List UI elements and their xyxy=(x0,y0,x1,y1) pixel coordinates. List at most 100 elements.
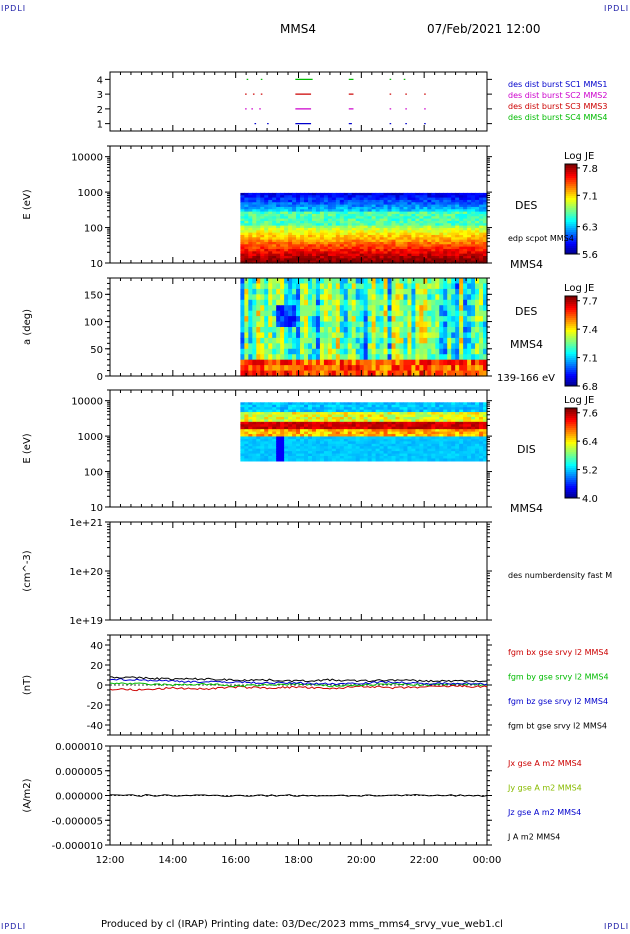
spectrogram-cell xyxy=(387,299,393,306)
spectrogram-cell xyxy=(367,451,373,455)
spectrogram-cell xyxy=(292,195,297,199)
spectrogram-cell xyxy=(252,225,257,229)
spectrogram-cell xyxy=(415,310,420,317)
spectrogram-cell xyxy=(256,246,261,250)
colorbar-cell xyxy=(565,326,577,329)
spectrogram-cell xyxy=(447,213,452,217)
spectrogram-cell xyxy=(419,321,424,328)
spectrogram-cell xyxy=(415,195,420,199)
spectrogram-cell xyxy=(479,365,484,372)
spectrogram-cell xyxy=(359,199,365,203)
spectrogram-cell xyxy=(387,227,393,231)
colorbar-cell xyxy=(565,356,577,359)
spectrogram-cell xyxy=(240,458,245,462)
spectrogram-cell xyxy=(248,227,253,231)
spectrogram-cell xyxy=(335,412,341,416)
spectrogram-cell xyxy=(399,283,405,290)
spectrogram-cell xyxy=(288,283,293,290)
spectrogram-cell xyxy=(339,225,345,229)
spectrogram-cell xyxy=(264,402,269,406)
spectrogram-cell xyxy=(483,213,488,217)
spectrogram-cell xyxy=(443,234,448,238)
spectrogram-cell xyxy=(459,451,464,455)
spectrogram-cell xyxy=(395,456,401,460)
spectrogram-cell xyxy=(435,436,440,440)
spectrogram-cell xyxy=(367,412,373,416)
spectrogram-cell xyxy=(319,370,325,377)
spectrogram-cell xyxy=(383,451,389,455)
spectrogram-cell xyxy=(343,202,349,206)
spectrogram-cell xyxy=(387,216,393,220)
spectrogram-cell xyxy=(475,456,480,460)
spectrogram-cell xyxy=(288,199,293,203)
spectrogram-cell xyxy=(455,209,460,213)
spectrogram-cell xyxy=(268,453,273,457)
spectrogram-cell xyxy=(371,253,377,257)
spectrogram-cell xyxy=(268,255,273,259)
spectrogram-cell xyxy=(387,402,393,406)
spectrogram-cell xyxy=(483,359,488,366)
spectrogram-cell xyxy=(475,453,480,457)
spectrogram-cell xyxy=(431,443,436,447)
spectrogram-cell xyxy=(347,327,353,334)
spectrogram-cell xyxy=(359,438,365,442)
spectrogram-cell xyxy=(260,448,265,452)
spectrogram-cell xyxy=(268,370,273,377)
spectrogram-cell xyxy=(304,199,309,203)
spectrogram-cell xyxy=(260,227,265,231)
spectrogram-cell xyxy=(296,443,301,447)
spectrogram-cell xyxy=(379,429,385,433)
spectrogram-cell xyxy=(252,230,257,234)
spectrogram-cell xyxy=(375,365,381,372)
spectrogram-cell xyxy=(351,407,357,411)
spectrogram-cell xyxy=(451,213,456,217)
spectrogram-cell xyxy=(467,327,472,334)
spectrogram-cell xyxy=(323,434,329,438)
colorbar-cell xyxy=(565,360,577,363)
spectrogram-cell xyxy=(411,448,417,452)
spectrogram-cell xyxy=(256,253,261,257)
spectrogram-cell xyxy=(256,239,261,243)
spectrogram-cell xyxy=(391,246,397,250)
spectrogram-cell xyxy=(467,251,472,255)
spectrogram-cell xyxy=(280,288,285,295)
spectrogram-cell xyxy=(300,251,305,255)
spectrogram-cell xyxy=(439,206,444,210)
spectrogram-cell xyxy=(335,213,341,217)
spectrogram-cell xyxy=(483,446,488,450)
spectrogram-cell xyxy=(335,431,341,435)
spectrogram-cell xyxy=(248,278,253,285)
spectrogram-cell xyxy=(343,365,349,372)
spectrogram-cell xyxy=(375,204,381,208)
spectrogram-cell xyxy=(339,248,345,252)
spectrogram-cell xyxy=(415,412,420,416)
spectrogram-cell xyxy=(391,402,397,406)
spectrogram-cell xyxy=(407,244,413,248)
spectrogram-cell xyxy=(463,227,468,231)
spectrogram-cell xyxy=(371,258,377,262)
spectrogram-cell xyxy=(347,421,353,425)
spectrogram-cell xyxy=(419,241,424,245)
spectrogram-cell xyxy=(308,192,313,196)
spectrogram-cell xyxy=(395,206,401,210)
spectrogram-cell xyxy=(447,412,452,416)
colorbar-cell xyxy=(565,332,577,335)
spectrogram-cell xyxy=(323,227,329,231)
spectrogram-cell xyxy=(471,414,476,418)
spectrogram-cell xyxy=(335,283,341,290)
spectrogram-cell xyxy=(479,234,484,238)
spectrogram-cell xyxy=(347,404,353,408)
spectrogram-cell xyxy=(415,278,420,285)
spectrogram-cell xyxy=(363,416,369,420)
spectrogram-cell xyxy=(379,421,385,425)
spectrogram-cell xyxy=(252,407,257,411)
spectrogram-cell xyxy=(276,310,281,317)
spectrogram-cell xyxy=(308,370,313,377)
spectrogram-cell xyxy=(435,359,440,366)
spectrogram-cell xyxy=(427,321,432,328)
spectrogram-cell xyxy=(443,456,448,460)
spectrogram-cell xyxy=(347,206,353,210)
spectrogram-cell xyxy=(260,409,265,413)
spectrogram-cell xyxy=(475,321,480,328)
spectrogram-cell xyxy=(463,294,468,301)
